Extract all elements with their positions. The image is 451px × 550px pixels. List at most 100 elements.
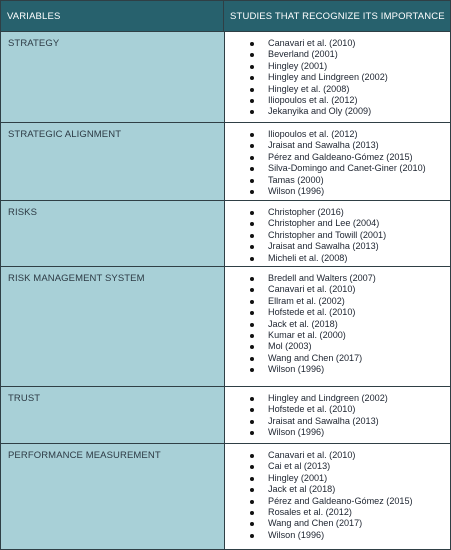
bullet-icon [250, 98, 254, 103]
list-item: Iliopoulos et al. (2012) [225, 95, 450, 106]
list-item: Jraisat and Sawalha (2013) [225, 140, 450, 151]
list-item: Wang and Chen (2017) [225, 518, 450, 529]
bullet-icon [250, 64, 254, 69]
bullet-icon [250, 87, 254, 92]
table-row: TRUST Hingley and Lindgreen (2002) Hofsted… [1, 386, 450, 443]
list-item: Canavari et al. (2010) [225, 284, 450, 295]
study-citation: Wilson (1996) [268, 185, 325, 196]
bullet-icon [250, 368, 254, 373]
variable-cell: TRUST [1, 387, 225, 443]
bullet-icon [250, 322, 254, 327]
studies-cell: Hingley and Lindgreen (2002) Hofstede et … [225, 387, 450, 443]
study-citation: Wilson (1996) [268, 364, 325, 375]
list-item: Christopher and Lee (2004) [225, 218, 450, 229]
study-citation: Canavari et al. (2010) [268, 450, 356, 460]
variable-cell: RISKS [1, 201, 225, 266]
study-citation: Hofstede et al. (2010) [268, 307, 356, 318]
study-citation: Jraisat and Sawalha (2013) [268, 140, 379, 151]
study-citation: Ellram et al. (2002) [268, 295, 345, 306]
study-citation: Mol (2003) [268, 341, 312, 352]
bullet-icon [250, 454, 254, 458]
study-citation: Jack et al (2018) [268, 484, 336, 495]
study-citation: Micheli et al. (2008) [268, 252, 348, 263]
list-item: Christopher and Towill (2001) [225, 230, 450, 241]
variable-cell: STRATEGY [1, 32, 225, 122]
bullet-icon [250, 110, 254, 115]
bullet-icon [250, 53, 254, 58]
list-item: Jekanyika and Oly (2009) [225, 106, 450, 117]
study-citation: Hingley and Lindgreen (2002) [268, 72, 388, 83]
list-item: Hofstede et al. (2010) [225, 307, 450, 318]
bullet-icon [250, 499, 254, 504]
study-citation: Tamas (2000) [268, 174, 324, 185]
list-item: Silva-Domingo and Canet-Giner (2010) [225, 163, 450, 174]
study-citation: Iliopoulos et al. (2012) [268, 94, 358, 105]
header-variables: VARIABLES [1, 1, 224, 31]
bullet-icon [250, 144, 254, 149]
studies-cell: Canavari et al. (2010) Beverland (2001) Hi… [225, 32, 450, 122]
study-citation: Rosales et al. (2012) [268, 506, 352, 517]
bullet-icon [250, 345, 254, 350]
study-citation: Canavari et al. (2010) [268, 284, 356, 295]
list-item: Ellram et al. (2002) [225, 296, 450, 307]
studies-cell: Bredell and Walters (2007) Canavari et al… [225, 267, 450, 386]
list-item: Kumar et al. (2000) [225, 330, 450, 341]
list-item: Micheli et al. (2008) [225, 253, 450, 264]
table-row: STRATEGIC ALIGNMENT Iliopoulos et al. (20… [1, 122, 450, 200]
study-citation: Pérez and Galdeano-Gómez (2015) [268, 495, 413, 506]
variable-cell: RISK MANAGEMENT SYSTEM [1, 267, 225, 386]
header-studies: STUDIES THAT RECOGNIZE ITS IMPORTANCE [224, 1, 450, 31]
bullet-icon [250, 42, 254, 46]
bullet-icon [250, 155, 254, 160]
list-item: Hingley and Lindgreen (2002) [225, 72, 450, 83]
bullet-icon [250, 211, 254, 215]
study-citation: Christopher (2016) [268, 207, 344, 217]
header-variables-label: VARIABLES [7, 10, 61, 22]
list-item: Cai et al (2013) [225, 461, 450, 472]
list-item: Hingley et al. (2008) [225, 84, 450, 95]
study-citation: Cai et al (2013) [268, 461, 331, 472]
study-citation: Jekanyika and Oly (2009) [268, 106, 372, 117]
list-item: Christopher (2016) [225, 207, 450, 218]
variable-cell: PERFORMANCE MEASUREMENT [1, 444, 225, 549]
table-header: VARIABLES STUDIES THAT RECOGNIZE ITS IMP… [1, 1, 450, 31]
list-item: Canavari et al. (2010) [225, 38, 450, 49]
study-citation: Hingley and Lindgreen (2002) [268, 393, 388, 403]
bullet-icon [250, 288, 254, 293]
bullet-icon [250, 465, 254, 470]
list-item: Bredell and Walters (2007) [225, 273, 450, 284]
header-studies-label: STUDIES THAT RECOGNIZE ITS IMPORTANCE [230, 10, 445, 22]
bullet-icon [250, 133, 254, 137]
study-citation: Pérez and Galdeano-Gómez (2015) [268, 151, 413, 162]
bullet-icon [250, 189, 254, 194]
list-item: Jraisat and Sawalha (2013) [225, 241, 450, 252]
bullet-icon [250, 222, 254, 227]
table-row: PERFORMANCE MEASUREMENT Canavari et al. (… [1, 443, 450, 549]
variable-label: RISKS [8, 207, 38, 218]
study-citation: Iliopoulos et al. (2012) [268, 129, 358, 139]
study-citation: Kumar et al. (2000) [268, 329, 346, 340]
table-row: STRATEGY Canavari et al. (2010) Beverland … [1, 31, 450, 122]
variable-cell: STRATEGIC ALIGNMENT [1, 123, 225, 200]
list-item: Rosales et al. (2012) [225, 507, 450, 518]
bullet-icon [250, 178, 254, 183]
study-citation: Beverland (2001) [268, 49, 338, 60]
study-citation: Jack et al. (2018) [268, 318, 338, 329]
bullet-icon [250, 397, 254, 401]
variable-label: STRATEGY [8, 38, 60, 49]
list-item: Hingley (2001) [225, 61, 450, 72]
bullet-icon [250, 419, 254, 424]
study-citation: Silva-Domingo and Canet-Giner (2010) [268, 163, 426, 174]
list-item: Tamas (2000) [225, 175, 450, 186]
bullet-icon [250, 277, 254, 281]
list-item: Jraisat and Sawalha (2013) [225, 416, 450, 427]
bullet-icon [250, 476, 254, 481]
list-item: Hingley (2001) [225, 473, 450, 484]
bullet-icon [250, 245, 254, 250]
list-item: Wilson (1996) [225, 186, 450, 197]
bullet-icon [250, 167, 254, 172]
list-item: Hofstede et al. (2010) [225, 404, 450, 415]
bullet-icon [250, 488, 254, 493]
list-item: Jack et al. (2018) [225, 319, 450, 330]
